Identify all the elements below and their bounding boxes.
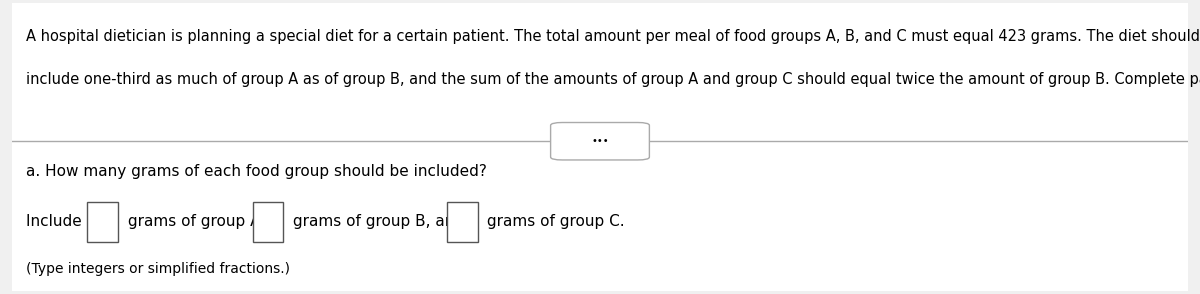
Text: grams of group A,: grams of group A, <box>122 214 265 229</box>
FancyBboxPatch shape <box>551 123 649 160</box>
FancyBboxPatch shape <box>253 202 283 242</box>
FancyBboxPatch shape <box>88 202 118 242</box>
Text: A hospital dietician is planning a special diet for a certain patient. The total: A hospital dietician is planning a speci… <box>26 29 1200 44</box>
Text: a. How many grams of each food group should be included?: a. How many grams of each food group sho… <box>26 164 487 179</box>
Text: Include: Include <box>26 214 86 229</box>
FancyBboxPatch shape <box>12 3 1188 291</box>
Text: grams of group B, and: grams of group B, and <box>288 214 464 229</box>
FancyBboxPatch shape <box>448 202 478 242</box>
Text: include one-third as much of group A as of group B, and the sum of the amounts o: include one-third as much of group A as … <box>26 72 1200 87</box>
Text: •••: ••• <box>592 136 608 146</box>
Text: grams of group C.: grams of group C. <box>482 214 625 229</box>
Text: (Type integers or simplified fractions.): (Type integers or simplified fractions.) <box>26 262 290 276</box>
